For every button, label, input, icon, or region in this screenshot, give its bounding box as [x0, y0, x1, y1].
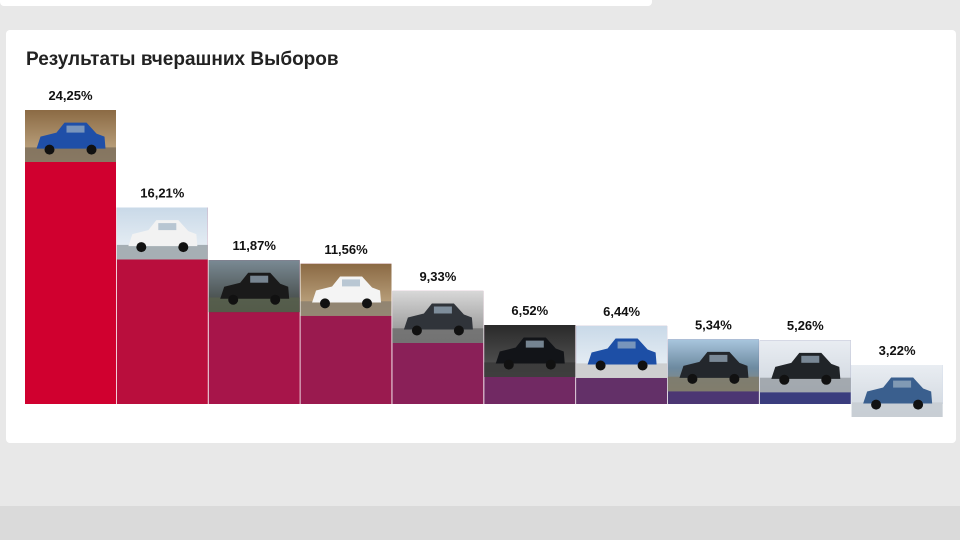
value-label-8: 5,34%: [695, 317, 732, 332]
value-label-6: 6,52%: [511, 303, 548, 318]
value-label-10: 3,22%: [879, 343, 916, 358]
dark-hatchback-photo: [759, 340, 851, 393]
value-label-4: 11,56%: [324, 242, 368, 257]
chart-title: Результаты вчерашних Выборов: [26, 49, 339, 70]
white-sedan-photo: [300, 263, 392, 316]
value-label-2: 16,21%: [140, 186, 185, 201]
dark-crossover-photo: [667, 339, 759, 392]
black-sedan-road-photo: [208, 260, 300, 313]
white-hatchback-photo: [116, 207, 208, 260]
value-label-9: 5,26%: [787, 318, 824, 333]
black-sedan-front-photo: [484, 325, 576, 377]
blue-sedan-photo: [25, 110, 116, 162]
blue-suv-photo: [851, 365, 943, 417]
value-label-1: 24,25%: [48, 88, 93, 103]
value-label-5: 9,33%: [419, 269, 456, 284]
bottom-bar: [0, 506, 960, 540]
value-label-3: 11,87%: [233, 238, 277, 253]
top-panel-edge: [0, 0, 652, 6]
value-label-7: 6,44%: [603, 304, 640, 319]
blue-car-rear-photo: [576, 325, 668, 378]
dark-suv-photo: [392, 290, 484, 343]
